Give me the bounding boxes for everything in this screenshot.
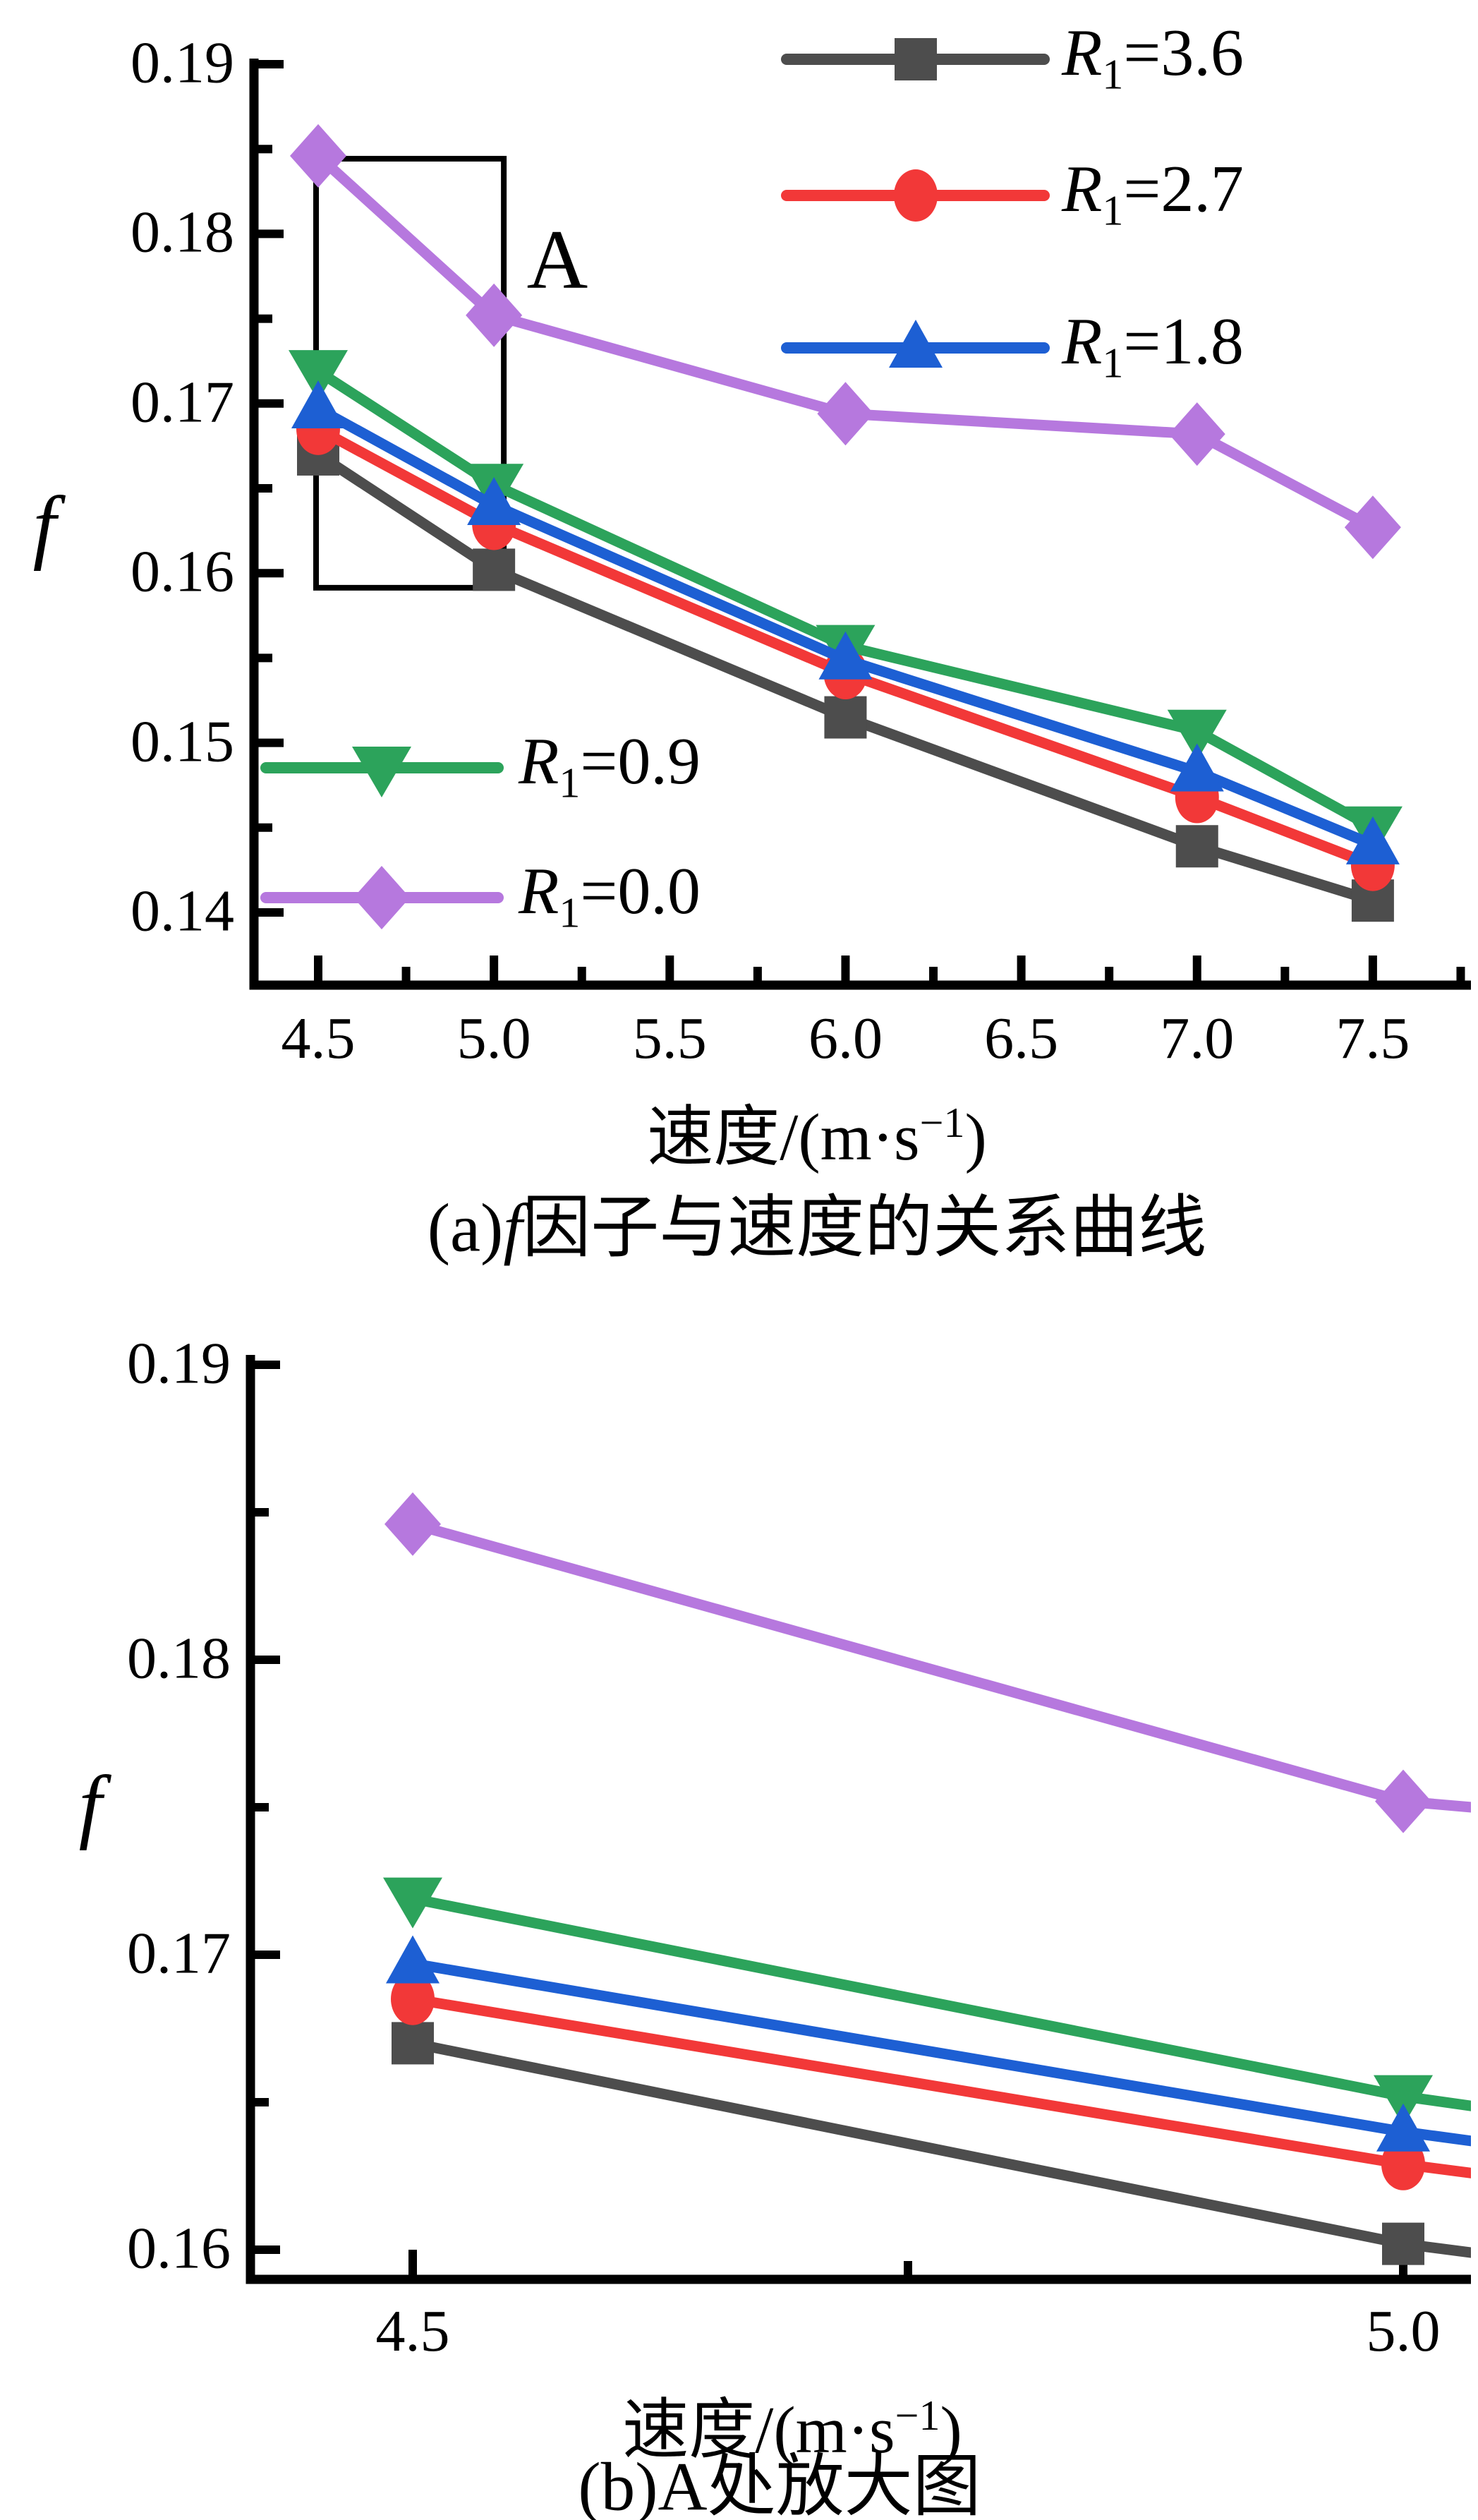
panel-a-caption: (a)f因子与速度的关系曲线: [428, 1194, 1207, 1262]
x-tick-label: 6.0: [808, 1006, 883, 1071]
y-tick-label: 0.14: [131, 878, 234, 944]
marker-diamond: [384, 1492, 441, 1556]
series-r1-3.6: [392, 2022, 1471, 2265]
y-tick-label: 0.16: [127, 2215, 231, 2281]
marker-diamond: [290, 123, 346, 188]
marker-square: [895, 38, 937, 80]
x-tick-label: 7.5: [1335, 1006, 1410, 1071]
panel-b-xlabel-sup: −1: [895, 2392, 940, 2439]
legend-entry-r1-2.7: [781, 169, 1050, 222]
marker-triangle-up: [467, 477, 521, 526]
y-tick-label: 0.17: [127, 1920, 231, 1987]
panel-a-xlabel-sup: −1: [919, 1099, 965, 1146]
series-r1-3.6: [297, 433, 1394, 922]
panel-a-y-axis-label: f: [32, 479, 56, 572]
ticks-b: [250, 1361, 1407, 2279]
panel-a-caption-pre: (a): [427, 1190, 504, 1266]
legend-entry-r1-1.8: [781, 320, 1050, 368]
x-tick-label: 5.0: [1366, 2298, 1441, 2364]
legend-label: R1=2.7: [1062, 152, 1244, 234]
panel-a-caption-post: 因子与速度的关系曲线: [522, 1190, 1207, 1266]
marker-triangle-up: [291, 380, 345, 429]
panel-a-xlabel-post: ): [964, 1101, 987, 1175]
series-area-a: [289, 123, 1403, 922]
panel-a-caption-f: f: [503, 1190, 523, 1266]
legend-entry-r1-3.6: [781, 38, 1050, 80]
y-tick-label: 0.19: [131, 30, 234, 96]
y-tick-label: 0.18: [131, 199, 234, 265]
marker-triangle-up: [1345, 816, 1400, 864]
series-area-b: [383, 1492, 1471, 2265]
series-r1-0.0: [384, 1492, 1471, 1833]
panel-a: [249, 38, 1471, 990]
y-tick-label: 0.17: [131, 369, 234, 435]
legend-entry-r1-0.9: [260, 747, 504, 797]
marker-circle: [391, 1972, 435, 2025]
series-r1-1.8: [291, 380, 1400, 864]
legend-label: R1=0.9: [519, 724, 701, 807]
marker-triangle-down: [289, 350, 348, 402]
panel-b-caption: (b)A处放大图: [578, 2449, 981, 2520]
marker-diamond: [817, 382, 874, 446]
series-line: [411, 1893, 1471, 2111]
marker-circle: [894, 169, 938, 222]
x-tick-label: 4.5: [375, 2298, 450, 2364]
legend-label: R1=0.0: [519, 854, 701, 936]
x-tick-label: 5.5: [632, 1006, 707, 1071]
y-tick-label: 0.15: [131, 708, 234, 774]
marker-triangle-up: [1170, 743, 1224, 792]
x-tick-label: 6.5: [984, 1006, 1059, 1071]
marker-square: [1175, 825, 1218, 868]
legend-label: R1=3.6: [1062, 16, 1244, 98]
panel-b-x-axis-label: 速度/(m·s−1): [622, 2394, 962, 2464]
marker-diamond: [466, 283, 523, 347]
panel-a-xlabel-pre: 速度/(m·s: [647, 1101, 920, 1175]
x-tick-label: 5.0: [456, 1006, 531, 1071]
marker-square: [1382, 2222, 1424, 2265]
series-line: [411, 1519, 1471, 1813]
marker-triangle-up: [386, 1935, 440, 1984]
marker-triangle-down: [1167, 709, 1227, 761]
series-r1-2.7: [391, 1972, 1471, 2190]
series-r1-1.8: [386, 1935, 1471, 2152]
legend-label: R1=1.8: [1062, 304, 1244, 387]
y-tick-label: 0.19: [127, 1330, 231, 1397]
series-r1-0.9: [383, 1877, 1471, 2126]
marker-triangle-up: [889, 320, 943, 368]
panel-a-x-axis-label: 速度/(m·s−1): [647, 1102, 987, 1171]
panel-b-xlabel-post: ): [940, 2394, 962, 2468]
zoom-region-a-label: A: [526, 212, 588, 306]
series-line: [411, 1994, 1471, 2178]
axes-a: [249, 59, 1471, 990]
panel-b: [246, 1355, 1471, 2284]
marker-triangle-up: [1376, 2103, 1430, 2152]
y-tick-label: 0.18: [127, 1625, 231, 1692]
marker-triangle-down: [352, 747, 411, 797]
marker-square: [392, 2022, 434, 2065]
marker-diamond: [1344, 495, 1401, 560]
x-tick-label: 4.5: [281, 1006, 356, 1071]
legend-entry-r1-0.0: [260, 866, 504, 929]
panel-b-y-axis-label: f: [78, 1759, 102, 1851]
panel-b-xlabel-pre: 速度/(m·s: [622, 2394, 895, 2468]
marker-diamond: [1375, 1769, 1431, 1833]
marker-triangle-up: [818, 631, 873, 680]
marker-square: [473, 548, 516, 591]
marker-square: [824, 696, 867, 739]
ticks-a: [254, 60, 1465, 985]
x-tick-label: 7.0: [1160, 1006, 1235, 1071]
marker-diamond: [1168, 402, 1225, 466]
marker-triangle-down: [1374, 2075, 1433, 2126]
marker-diamond: [353, 866, 410, 929]
marker-triangle-down: [383, 1877, 442, 1929]
series-r1-0.0: [290, 123, 1401, 560]
y-tick-label: 0.16: [131, 538, 234, 605]
